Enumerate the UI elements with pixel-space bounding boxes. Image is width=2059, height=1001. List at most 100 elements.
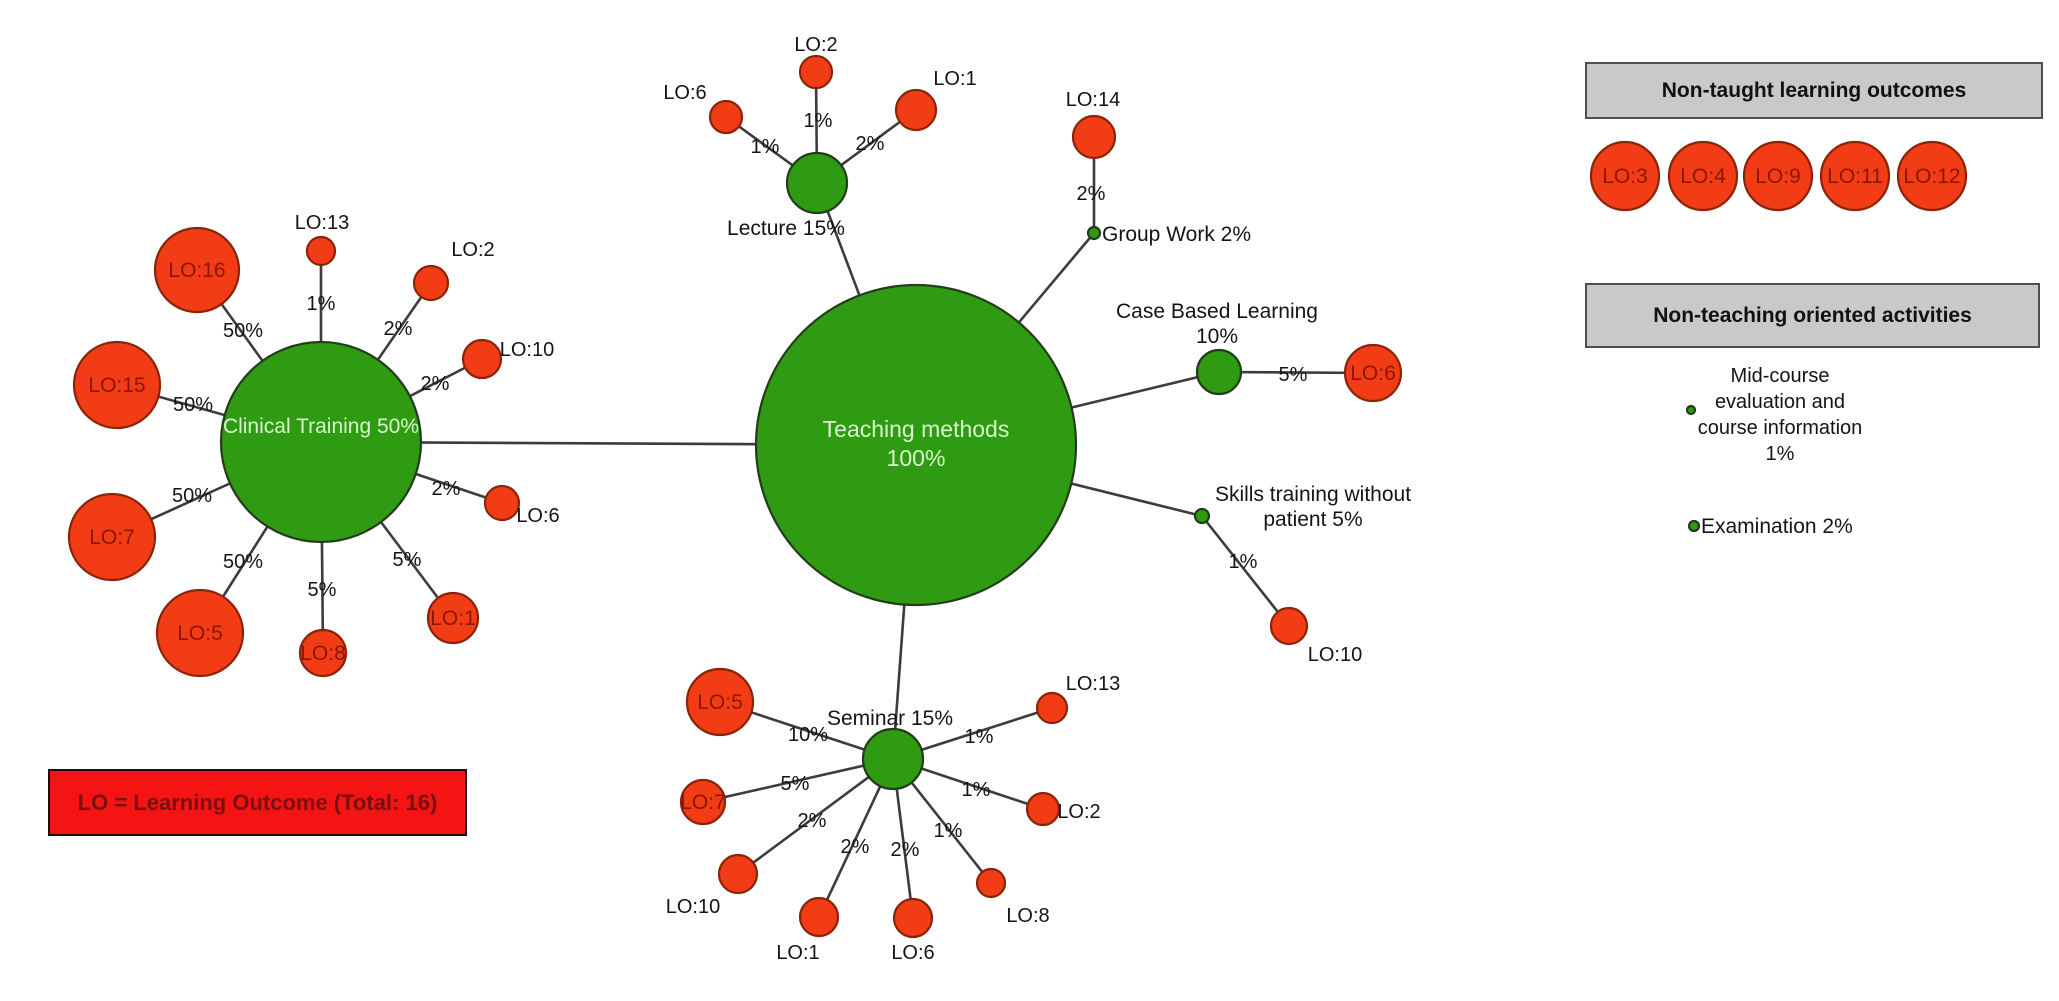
node-nt-lo11 (1819, 140, 1891, 212)
node-nt-lo4 (1667, 140, 1739, 212)
label-sem-lo10: LO:10 (666, 896, 720, 918)
node-nt-lo9 (1742, 140, 1814, 212)
edge-label-sk-lo10: 1% (1229, 551, 1258, 573)
node-label-ct-lo16: LO:16 (168, 259, 225, 282)
non-teaching-activities-header: Non-teaching oriented activities (1585, 283, 2040, 348)
node-label-teaching: Teaching methods 100% (823, 416, 1010, 471)
edge-skills-sk-lo10 (1200, 515, 1291, 627)
label-ct-lo13: LO:13 (295, 212, 349, 234)
edge-label-ct-lo16: 50% (223, 320, 263, 342)
skills-label-line2: patient 5% (1263, 508, 1362, 531)
label-lec-lo6: LO:6 (663, 82, 706, 104)
node-ct-lo13 (305, 235, 337, 267)
edge-label-ct-lo1: 5% (393, 549, 422, 571)
node-sem-lo2 (1025, 791, 1061, 827)
non-teaching-activities-title: Non-teaching oriented activities (1653, 303, 1972, 327)
node-midcourse-dot (1685, 404, 1697, 416)
label-lec-lo1: LO:1 (933, 68, 976, 90)
edge-label-ct-lo5: 50% (223, 551, 263, 573)
node-sem-lo1 (798, 896, 840, 938)
node-label-ct-lo15: LO:15 (88, 374, 145, 397)
node-ct-lo7 (67, 492, 157, 582)
node-label-sem-lo7: LO:7 (680, 791, 726, 814)
node-cbl (1195, 348, 1243, 396)
edge-label-cbl-lo6: 5% (1279, 364, 1308, 386)
node-lecture (785, 151, 849, 215)
cbl-label-line2: 10% (1196, 325, 1238, 348)
edge-label-sem-lo13: 1% (965, 726, 994, 748)
cbl-label-line1: Case Based Learning (1116, 300, 1318, 323)
edge-label-sem-lo7: 5% (781, 773, 810, 795)
node-gw-lo14 (1071, 114, 1117, 160)
label-ct-lo2: LO:2 (451, 239, 494, 261)
node-ct-lo16 (153, 226, 241, 314)
edge-label-lec-lo6: 1% (751, 136, 780, 158)
node-nt-lo12 (1896, 140, 1968, 212)
midcourse-label-line1: Mid-course (1731, 365, 1830, 387)
node-lec-lo2 (798, 54, 834, 90)
node-teaching (754, 283, 1078, 607)
label-ct-lo10: LO:10 (500, 339, 554, 361)
midcourse-label-line4: 1% (1766, 443, 1795, 465)
learning-outcome-legend-text: LO = Learning Outcome (Total: 16) (77, 789, 438, 815)
non-taught-outcomes-header: Non-taught learning outcomes (1585, 62, 2043, 119)
label-sem-lo6: LO:6 (891, 942, 934, 964)
edge-label-lec-lo1: 2% (856, 133, 885, 155)
label-sem-lo1: LO:1 (776, 942, 819, 964)
midcourse-label-line3: course information (1698, 417, 1863, 439)
label-sem-lo2: LO:2 (1057, 801, 1100, 823)
edge-label-ct-lo7: 50% (172, 485, 212, 507)
edge-seminar-sem-lo10 (737, 757, 894, 876)
node-sem-lo13 (1035, 691, 1069, 725)
node-label-nt-lo11: LO:11 (1827, 165, 1883, 188)
label-ct-lo6: LO:6 (516, 505, 559, 527)
node-ct-lo1 (426, 591, 480, 645)
node-sem-lo10 (717, 853, 759, 895)
node-ct-lo5 (155, 588, 245, 678)
node-label-nt-lo4: LO:4 (1680, 165, 1726, 188)
node-label-clinical: Clinical Training 50% (223, 415, 419, 438)
label-lec-lo2: LO:2 (794, 34, 837, 56)
node-seminar (861, 727, 925, 791)
node-label-nt-lo9: LO:9 (1755, 165, 1801, 188)
edge-label-ct-lo10: 2% (421, 373, 450, 395)
node-cbl-lo6 (1343, 343, 1403, 403)
node-sem-lo8 (975, 867, 1007, 899)
edge-label-sem-lo8: 1% (934, 820, 963, 842)
edge-label-gw-lo14: 2% (1077, 183, 1106, 205)
node-ct-lo10 (461, 338, 503, 380)
node-sem-lo5 (685, 667, 755, 737)
node-label-sem-lo5: LO:5 (697, 691, 743, 714)
edge-label-sem-lo1: 2% (841, 836, 870, 858)
node-ct-lo15 (72, 340, 162, 430)
node-label-cbl-lo6: LO:6 (1350, 362, 1396, 385)
node-lec-lo6 (708, 99, 744, 135)
node-groupwork (1086, 225, 1102, 241)
node-label-ct-lo1: LO:1 (430, 607, 476, 630)
edge-seminar-sem-lo7 (702, 757, 894, 804)
label-sem-lo8: LO:8 (1006, 905, 1049, 927)
node-nt-lo3 (1589, 140, 1661, 212)
edge-label-sem-lo5: 10% (788, 724, 828, 746)
label-sk-lo10: LO:10 (1308, 644, 1362, 666)
edge-label-ct-lo6: 2% (432, 478, 461, 500)
groupwork-label: Group Work 2% (1102, 223, 1251, 246)
edge-label-ct-lo15: 50% (173, 394, 213, 416)
node-ct-lo2 (412, 264, 450, 302)
examination-label: Examination 2% (1701, 515, 1853, 538)
node-label-ct-lo8: LO:8 (300, 642, 346, 665)
edge-label-ct-lo2: 2% (384, 318, 413, 340)
lecture-label: Lecture 15% (727, 217, 845, 240)
node-clinical (219, 340, 423, 544)
node-sem-lo6 (892, 897, 934, 939)
node-label-nt-lo3: LO:3 (1602, 165, 1648, 188)
node-ct-lo8 (298, 628, 348, 678)
edge-label-lec-lo2: 1% (804, 110, 833, 132)
label-gw-lo14: LO:14 (1066, 89, 1120, 111)
edge-label-sem-lo6: 2% (891, 839, 920, 861)
node-skills (1193, 507, 1211, 525)
node-lec-lo1 (894, 88, 938, 132)
node-label-ct-lo7: LO:7 (89, 526, 135, 549)
